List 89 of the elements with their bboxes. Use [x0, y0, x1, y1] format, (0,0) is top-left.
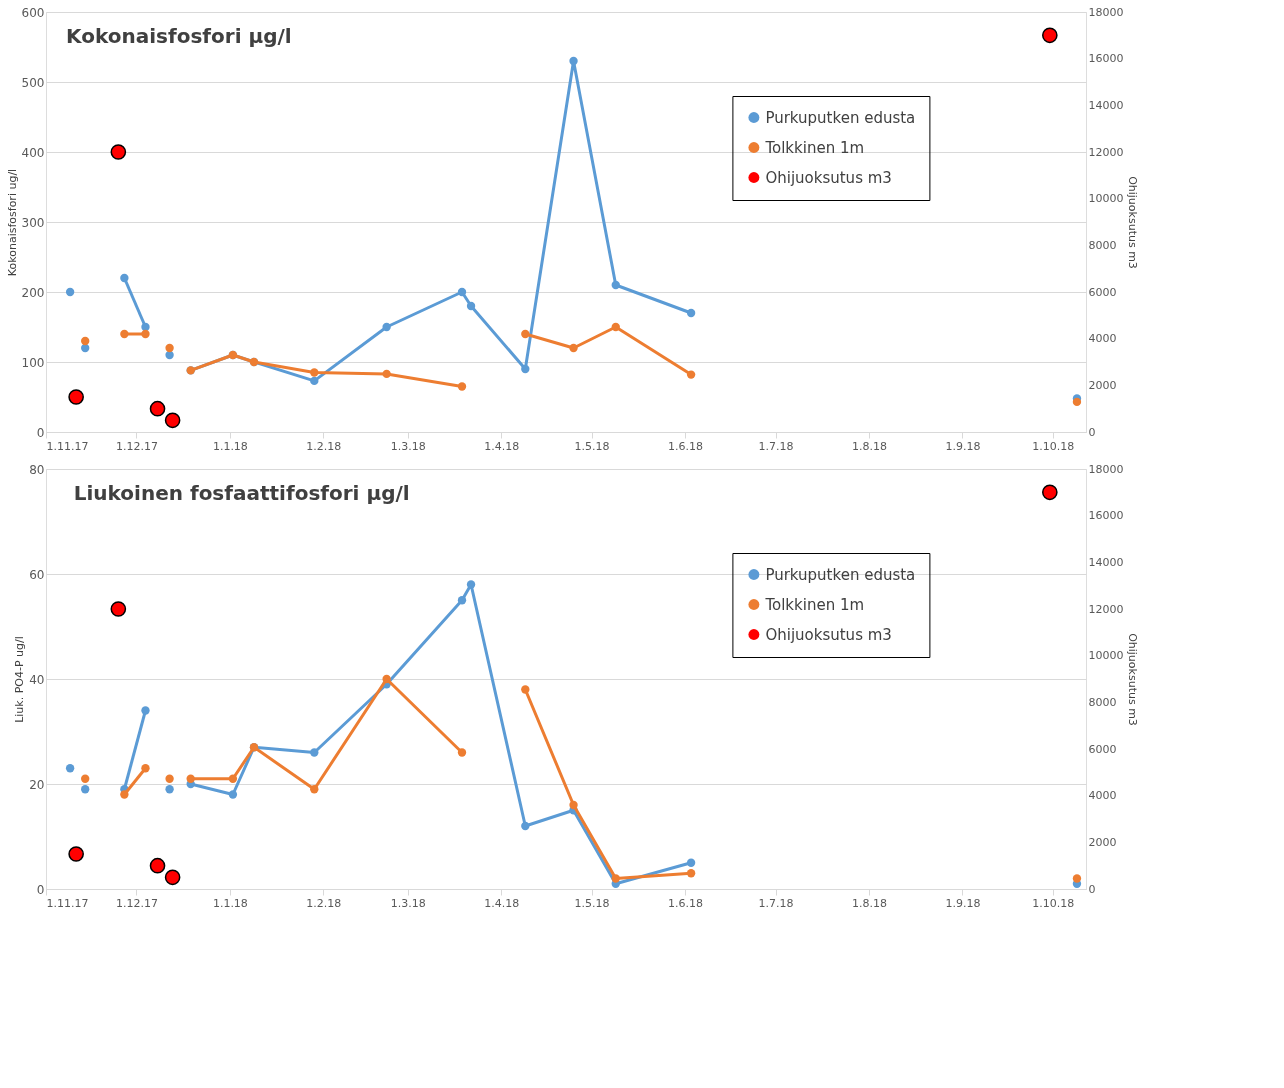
- point: [569, 56, 578, 66]
- legend-label: Tolkkinen 1m: [764, 138, 865, 157]
- y2-axis-title: Ohijuoksutus m3: [1126, 176, 1140, 269]
- x-tick-label: 1.4.18: [484, 439, 520, 453]
- y-tick-label: 600: [21, 5, 45, 20]
- x-tick-label: 1.1.18: [212, 896, 248, 910]
- y2-tick-label: 8000: [1088, 238, 1117, 252]
- x-tick-label: 1.7.18: [758, 896, 794, 910]
- point: [611, 280, 620, 290]
- x-tick-label: 1.5.18: [574, 439, 610, 453]
- x-tick-label: 1.8.18: [851, 896, 887, 910]
- point: [1042, 484, 1058, 501]
- y-tick-label: 40: [29, 672, 45, 687]
- y-tick-label: 300: [21, 215, 45, 230]
- y2-tick-label: 14000: [1088, 555, 1124, 569]
- x-tick-label: 1.6.18: [668, 896, 704, 910]
- y-tick-label: 0: [36, 425, 45, 440]
- point: [466, 580, 476, 589]
- legend-label: Purkuputken edusta: [765, 108, 916, 127]
- y2-tick-label: 14000: [1088, 98, 1124, 112]
- y2-tick-label: 10000: [1088, 192, 1124, 206]
- point: [382, 322, 391, 332]
- point: [149, 400, 166, 417]
- point: [164, 869, 181, 886]
- point: [457, 287, 467, 297]
- text: Liukoinen fosfaattifosfori µg/l: [73, 481, 410, 505]
- x-tick-label: 1.10.18: [1032, 439, 1075, 453]
- point: [228, 790, 238, 799]
- point: [110, 601, 127, 617]
- point: [120, 329, 129, 339]
- x-tick-label: 1.12.17: [115, 896, 158, 910]
- x-tick-label: 1.8.18: [851, 439, 887, 453]
- legend-label: Purkuputken edusta: [765, 565, 916, 584]
- x-tick-label: 1.1.18: [212, 439, 248, 453]
- x-tick-label: 1.6.18: [668, 439, 704, 453]
- point: [149, 857, 166, 874]
- point: [68, 846, 84, 862]
- y-axis-title: Kokonaisfosfori ug/l: [5, 168, 19, 277]
- y2-tick-label: 12000: [1088, 602, 1124, 616]
- y2-tick-label: 18000: [1088, 5, 1124, 19]
- point: [68, 389, 84, 405]
- y2-tick-label: 2000: [1088, 835, 1117, 849]
- y2-tick-label: 16000: [1088, 52, 1124, 66]
- x-tick-label: 1.4.18: [484, 896, 520, 910]
- x-tick-label: 1.3.18: [390, 439, 426, 453]
- y2-axis-title: Ohijuoksutus m3: [1126, 633, 1140, 726]
- point: [164, 412, 181, 429]
- x-tick-label: 1.11.17: [46, 439, 89, 453]
- y-tick-label: 400: [21, 145, 45, 160]
- x-tick-label: 1.7.18: [758, 439, 794, 453]
- x-tick-label: 1.11.17: [46, 896, 89, 910]
- y2-tick-label: 4000: [1088, 332, 1117, 346]
- point: [141, 329, 150, 339]
- x-tick-label: 1.9.18: [945, 896, 981, 910]
- x-tick-label: 1.10.18: [1032, 896, 1075, 910]
- y-tick-label: 0: [36, 882, 45, 897]
- point: [686, 308, 696, 318]
- y-tick-label: 60: [29, 567, 45, 582]
- y-tick-label: 500: [21, 75, 45, 90]
- y-tick-label: 200: [21, 285, 45, 300]
- x-tick-label: 1.9.18: [945, 439, 981, 453]
- legend-label: Ohijuoksutus m3: [765, 168, 892, 187]
- y2-tick-label: 12000: [1088, 145, 1124, 159]
- y-tick-label: 80: [29, 462, 45, 477]
- y-tick-label: 100: [21, 355, 45, 370]
- y-axis-title: Liuk. PO4-P ug/l: [13, 636, 27, 723]
- x-tick-label: 1.2.18: [306, 896, 342, 910]
- point: [1042, 27, 1058, 44]
- y-tick-label: 20: [29, 777, 45, 792]
- x-tick-label: 1.5.18: [574, 896, 610, 910]
- y2-tick-label: 6000: [1088, 285, 1117, 299]
- y2-tick-label: 16000: [1088, 509, 1124, 523]
- legend-label: Tolkkinen 1m: [764, 595, 865, 614]
- y2-tick-label: 18000: [1088, 462, 1124, 476]
- y2-tick-label: 4000: [1088, 789, 1117, 803]
- text: Kokonaisfosfori µg/l: [66, 24, 292, 48]
- y2-tick-label: 8000: [1088, 695, 1117, 709]
- point: [466, 301, 476, 311]
- y2-tick-label: 2000: [1088, 378, 1117, 392]
- legend-label: Ohijuoksutus m3: [765, 625, 892, 644]
- y2-tick-label: 10000: [1088, 649, 1124, 663]
- x-tick-label: 1.3.18: [390, 896, 426, 910]
- y2-tick-label: 0: [1088, 425, 1096, 439]
- y2-tick-label: 6000: [1088, 742, 1117, 756]
- y2-tick-label: 0: [1088, 882, 1096, 896]
- point: [457, 596, 467, 605]
- point: [110, 144, 127, 160]
- x-tick-label: 1.12.17: [115, 439, 158, 453]
- x-tick-label: 1.2.18: [306, 439, 342, 453]
